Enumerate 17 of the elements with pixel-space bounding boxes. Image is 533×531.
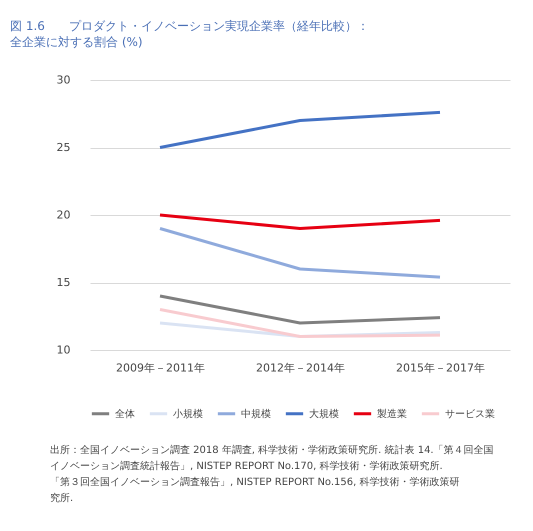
- legend-label: 大規模: [309, 408, 339, 420]
- y-tick-label: 25: [56, 141, 70, 154]
- y-tick-label: 10: [56, 344, 70, 356]
- legend-label: 製造業: [377, 408, 407, 420]
- legend-label: 全体: [115, 408, 135, 420]
- x-tick-label: 2009年－2011年: [116, 362, 205, 374]
- y-tick-label: 15: [56, 276, 70, 289]
- legend-label: 小規模: [173, 408, 203, 420]
- legend-label: サービス業: [445, 408, 495, 420]
- legend-label: 中規模: [241, 408, 271, 420]
- text: 出所：全国イノベーション調査 2018 年調査, 科学技術・学術政策研究所. 統計表 14.「第４回全国イノベーション調査統計報告」, NISTEP REPORT No.170, 科学技術・学術政策研究所. 「第３回全国イノベーション調査報告」, NISTEP REPORT No.156, 科学技術・学術政策研究所.: [50, 444, 494, 504]
- chart-subtitle: 全企業に対する割合 (%): [10, 35, 143, 49]
- chart-title: 図 1.6 プロダクト・イノベーション実現企業率（経年比較）：: [10, 19, 369, 33]
- x-tick-label: 2015年－2017年: [396, 362, 485, 374]
- y-tick-label: 20: [56, 208, 70, 222]
- x-tick-label: 2012年－2014年: [256, 362, 345, 374]
- y-tick-label: 30: [56, 74, 70, 86]
